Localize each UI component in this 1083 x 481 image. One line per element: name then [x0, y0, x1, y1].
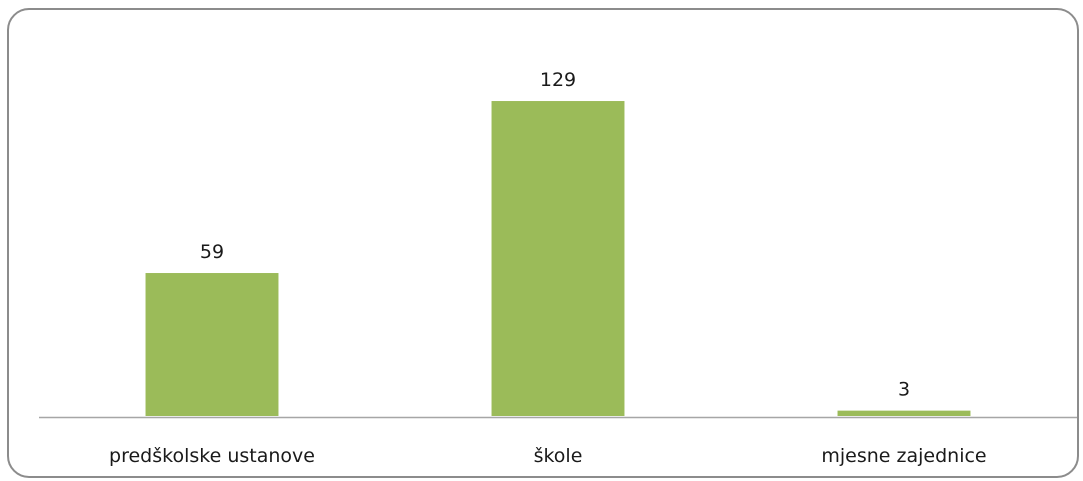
- category-label-2: mjesne zajednice: [821, 445, 986, 467]
- bar-0: [143, 271, 281, 418]
- bar-chart: 59 129 3 predškolske ustanove škole mjesne z…: [39, 69, 1077, 467]
- value-label-2: 3: [898, 379, 910, 401]
- bar-1: [489, 99, 627, 419]
- value-label-1: 129: [540, 69, 576, 91]
- chart-frame: 59 129 3 predškolske ustanove škole mjesne z…: [7, 8, 1079, 478]
- category-label-1: škole: [534, 445, 583, 467]
- bar-2: [835, 408, 973, 418]
- value-label-0: 59: [200, 241, 224, 263]
- category-labels-layer: predškolske ustanove škole mjesne zajednic…: [109, 445, 987, 467]
- bars-layer: [143, 99, 973, 419]
- category-label-0: predškolske ustanove: [109, 445, 315, 467]
- value-labels-layer: 59 129 3: [200, 69, 910, 401]
